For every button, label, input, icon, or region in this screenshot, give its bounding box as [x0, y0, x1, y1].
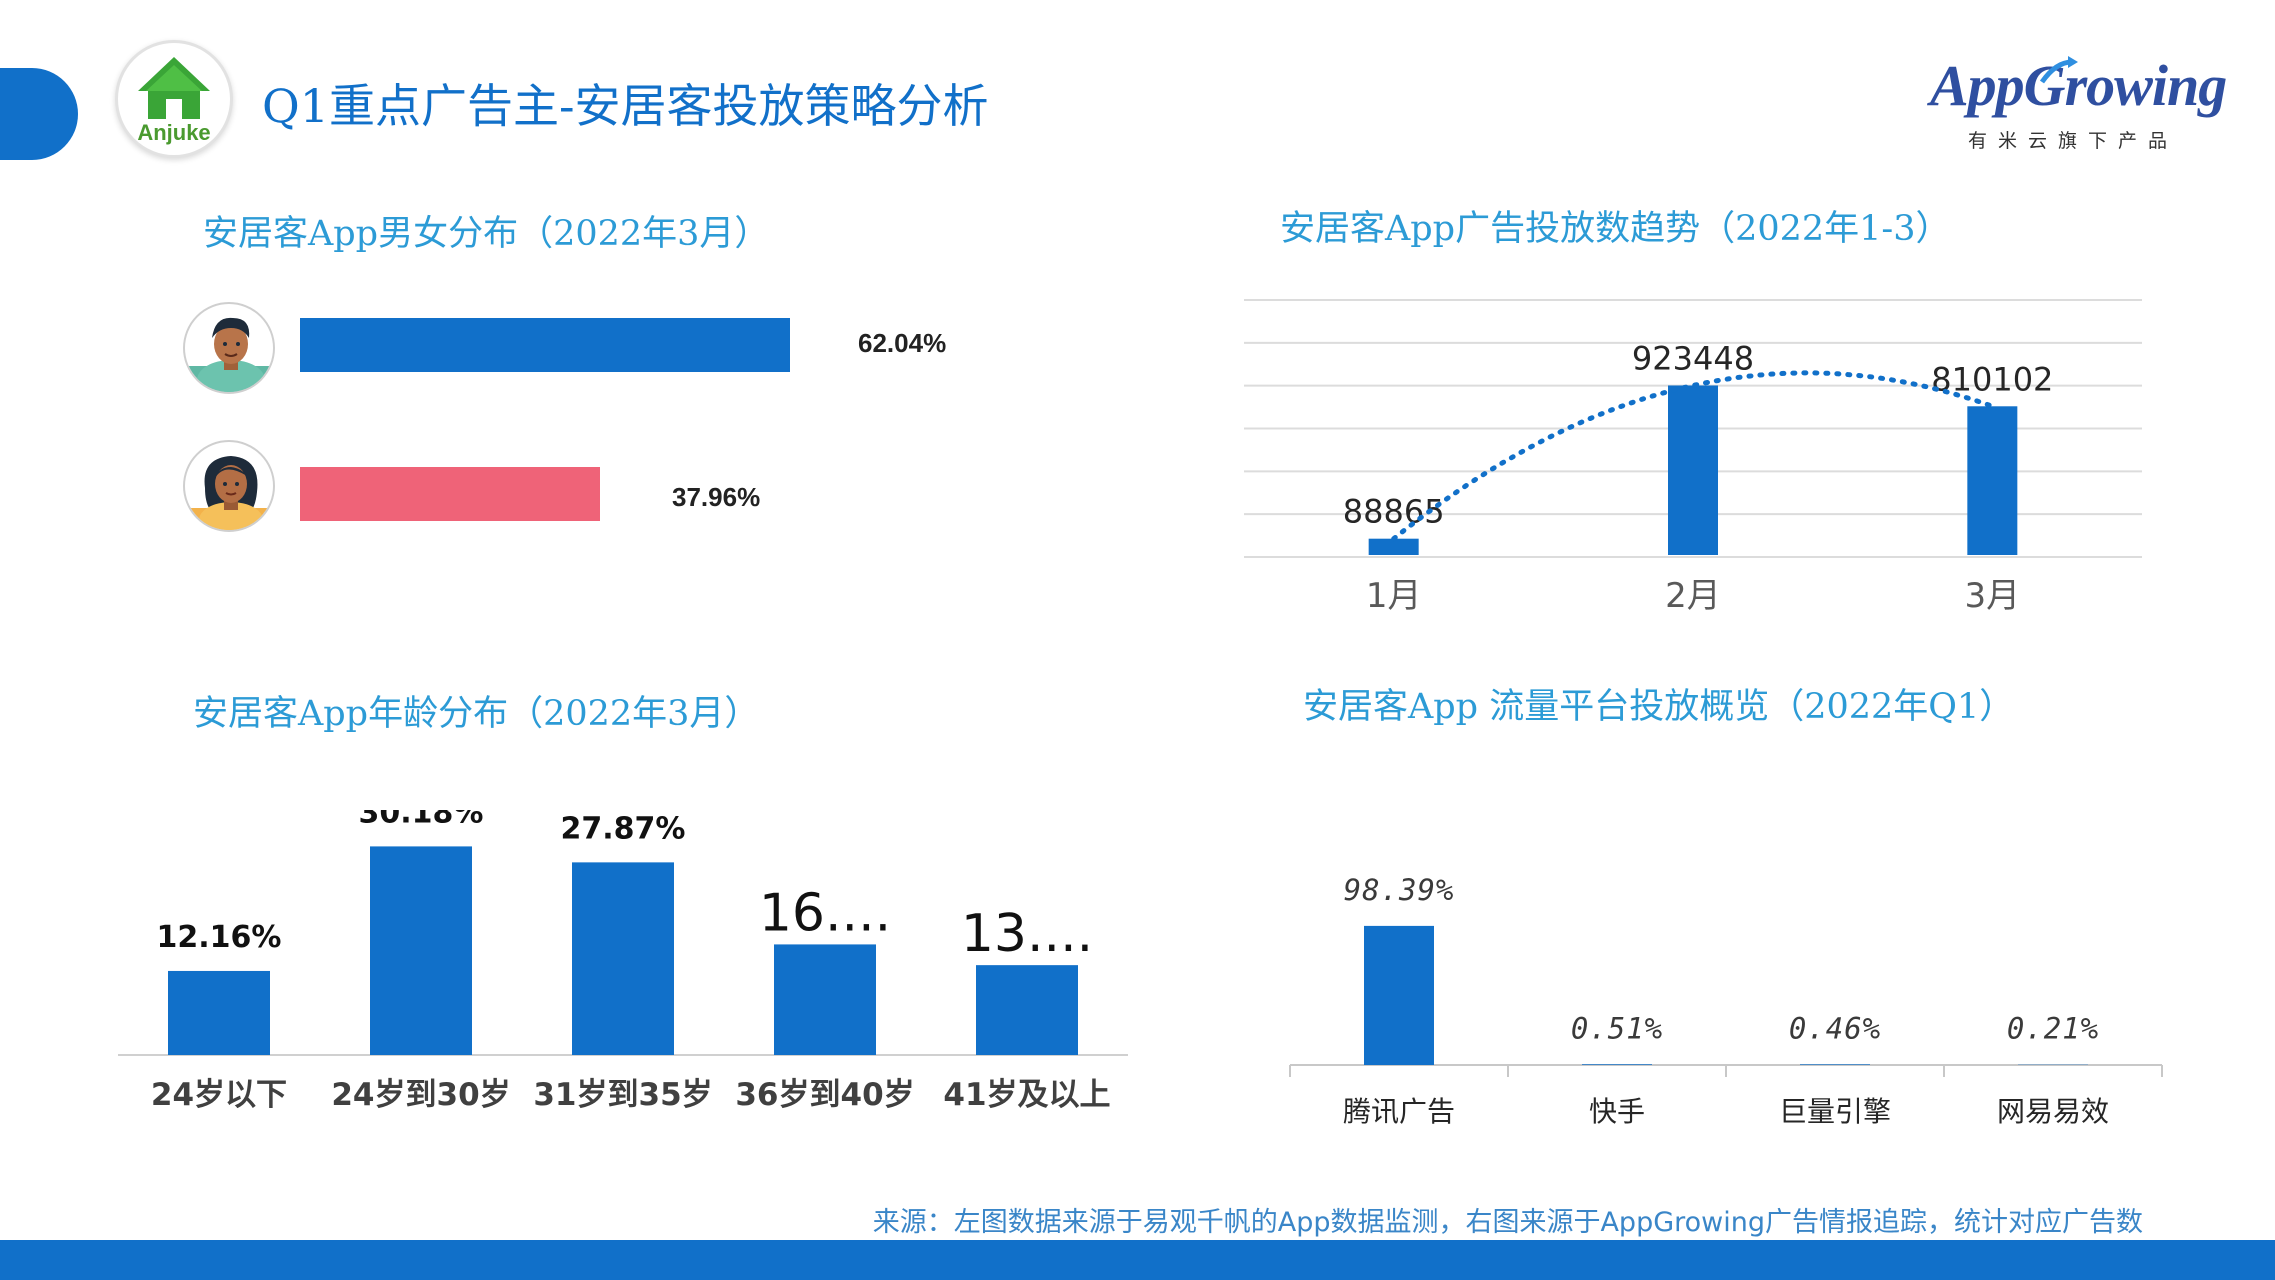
- trend-bar: [1668, 385, 1718, 555]
- platform-value-label: 0.51%: [1571, 1011, 1663, 1045]
- header-side-tab: [0, 68, 78, 160]
- trend-bar: [1967, 406, 2018, 555]
- platform-bar: [1582, 1064, 1652, 1065]
- age-value-label: 16....: [759, 883, 891, 943]
- platform-x-tick: 快手: [1589, 1095, 1645, 1128]
- age-x-tick: 24岁以下: [151, 1077, 287, 1113]
- age-chart-title: 安居客App年龄分布（2022年3月）: [193, 694, 760, 734]
- platform-chart-title: 安居客App 流量平台投放概览（2022年Q1）: [1303, 687, 2015, 727]
- appgrowing-brand: AppGrowing 有米云旗下产品: [1930, 52, 2227, 152]
- platform-x-tick: 腾讯广告: [1343, 1095, 1455, 1128]
- platform-x-tick: 网易易效: [1997, 1095, 2109, 1128]
- female-value-label: 37.96%: [672, 482, 761, 512]
- brand-name: AppGrowing: [1930, 53, 2227, 118]
- logo-text: Anjuke: [137, 120, 211, 145]
- platform-bar: [1364, 925, 1434, 1065]
- age-x-tick: 24岁到30岁: [331, 1077, 510, 1113]
- age-value-label: 30.18%: [359, 810, 484, 830]
- trend-x-tick: 1月: [1366, 576, 1422, 616]
- platform-value-label: 98.39%: [1344, 873, 1455, 907]
- trend-x-tick: 3月: [1965, 576, 2021, 616]
- platform-chart: 98.39% 腾讯广告 0.51% 快手 0.46% 巨量引擎 0.21% 网易易效: [1289, 873, 2163, 1128]
- male-avatar-icon: [183, 302, 275, 394]
- male-bar: [300, 318, 790, 372]
- footer-bar: [0, 1240, 2275, 1280]
- age-x-tick: 36岁到40岁: [735, 1077, 914, 1113]
- gender-chart-title: 安居客App男女分布（2022年3月）: [203, 214, 770, 254]
- female-bar: [300, 467, 600, 521]
- age-x-tick: 41岁及以上: [943, 1077, 1110, 1113]
- trend-line: [1391, 370, 1993, 542]
- age-x-tick: 31岁到35岁: [533, 1077, 712, 1113]
- age-bar: [168, 970, 270, 1055]
- male-value-label: 62.04%: [858, 328, 947, 358]
- age-chart: 12.16% 24岁以下 30.18% 24岁到30岁 27.87% 31岁到35岁 16.…: [118, 810, 1128, 1113]
- growth-arrow-icon: [2039, 56, 2078, 84]
- trend-value-label: 923448: [1632, 339, 1754, 377]
- anjuke-logo: [115, 40, 233, 158]
- house-icon: [138, 57, 210, 119]
- trend-chart-title: 安居客App广告投放数趋势（2022年1-3）: [1280, 209, 1951, 249]
- page-title: Q1重点广告主-安居客投放策略分析: [262, 79, 989, 133]
- source-note: 来源：左图数据来源于易观千帆的App数据监测，右图来源于AppGrowing广告…: [872, 1207, 2143, 1238]
- trend-value-label: 810102: [1931, 360, 2053, 398]
- age-value-label: 27.87%: [561, 811, 686, 846]
- age-bar: [774, 944, 876, 1055]
- trend-bar: [1368, 538, 1419, 555]
- platform-value-label: 0.46%: [1789, 1011, 1881, 1045]
- age-bar: [572, 862, 674, 1055]
- platform-x-tick: 巨量引擎: [1779, 1095, 1891, 1128]
- age-value-label: 12.16%: [157, 920, 282, 955]
- female-avatar-icon: [183, 440, 275, 532]
- platform-bar: [1800, 1064, 1870, 1065]
- platform-value-label: 0.21%: [2007, 1012, 2099, 1046]
- trend-x-tick: 2月: [1665, 576, 1721, 616]
- age-value-label: 13....: [961, 904, 1093, 964]
- age-bar: [370, 846, 472, 1055]
- age-bar: [976, 965, 1078, 1055]
- brand-subtitle: 有米云旗下产品: [1968, 130, 2179, 152]
